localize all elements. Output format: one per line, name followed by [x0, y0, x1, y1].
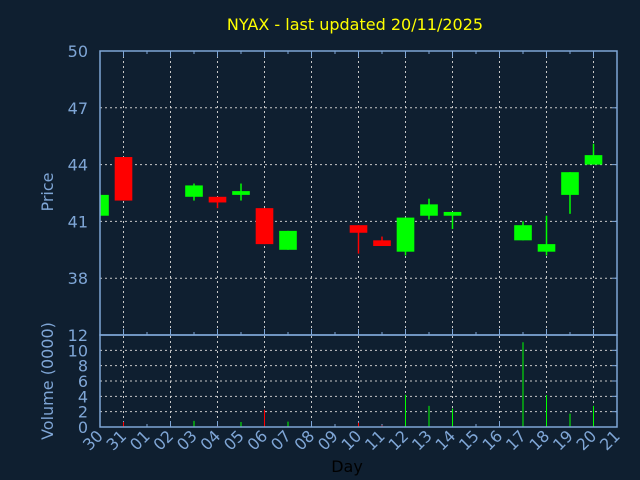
- x-tick-label: 21: [596, 426, 624, 454]
- candle-body: [584, 155, 603, 165]
- candle-body: [100, 194, 109, 216]
- volume-axis-label: Volume (0000): [38, 322, 57, 440]
- candle-body: [514, 225, 532, 241]
- price-tick-label: 44: [68, 156, 88, 175]
- volume-tick-label: 10: [68, 341, 88, 360]
- x-axis-label: Day: [331, 457, 363, 476]
- volume-tick-label: 4: [78, 387, 88, 406]
- volume-tick-label: 0: [78, 418, 88, 437]
- volume-tick-label: 6: [78, 372, 88, 391]
- chart-title: NYAX - last updated 20/11/2025: [227, 15, 483, 34]
- candle-body: [349, 225, 368, 233]
- candle-body: [420, 204, 438, 216]
- volume-panel-frame: [99, 334, 618, 428]
- candle-body: [279, 230, 297, 250]
- volume-tick-label: 12: [68, 326, 88, 345]
- candles: [100, 143, 603, 256]
- candle-body: [396, 217, 415, 252]
- candle-body: [561, 172, 579, 195]
- price-tick-label: 38: [68, 269, 88, 288]
- volume-tick-label: 2: [78, 403, 88, 422]
- candle-body: [373, 240, 391, 247]
- candle-body: [443, 211, 462, 216]
- candle-body: [114, 157, 133, 201]
- price-axis-label: Price: [38, 172, 57, 211]
- volume-tick-label: 8: [78, 357, 88, 376]
- price-tick-label: 47: [68, 99, 88, 118]
- candle-body: [208, 196, 227, 203]
- price-tick-label: 41: [68, 212, 88, 231]
- candle-body: [185, 185, 203, 197]
- price-tick-label: 50: [68, 42, 88, 61]
- candle-body: [537, 244, 556, 252]
- candle-body: [232, 191, 250, 195]
- candle-body: [255, 208, 274, 245]
